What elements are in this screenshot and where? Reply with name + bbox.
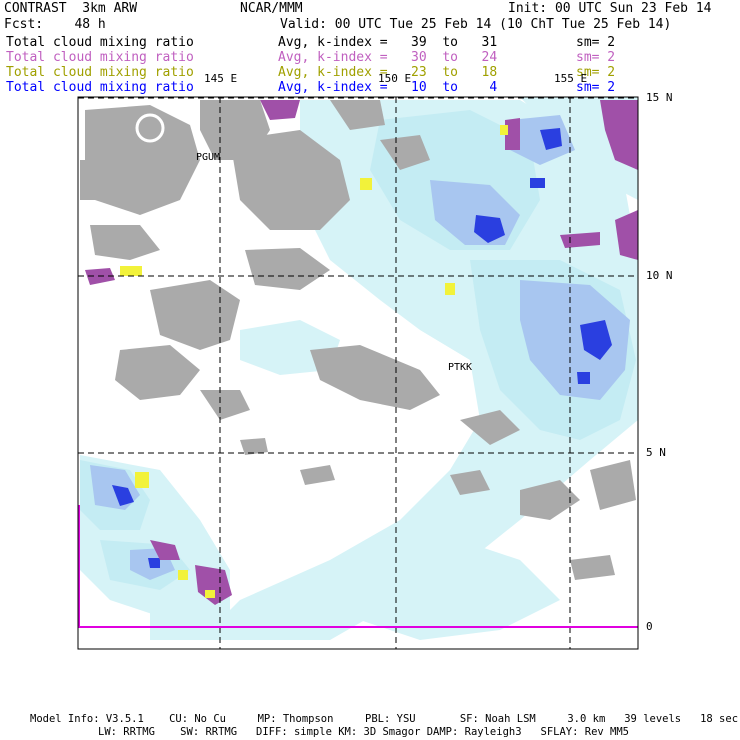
lat-label-5n: 5 N xyxy=(646,446,666,459)
model-info-line1: Model Info: V3.5.1 CU: No Cu MP: Thompso… xyxy=(30,713,739,725)
land-masses xyxy=(80,100,636,580)
model-info-line2: LW: RRTMG SW: RRTMG DIFF: simple KM: 3D … xyxy=(98,726,630,738)
model-title: CONTRAST 3km ARW xyxy=(4,1,138,16)
lat-label-0: 0 xyxy=(646,620,653,633)
station-ptkk: PTKK xyxy=(448,362,473,373)
legend-field-4: Total cloud mixing ratio xyxy=(6,80,194,95)
legend-sm-4: sm= 2 xyxy=(576,80,616,95)
legend-field-2: Total cloud mixing ratio xyxy=(6,50,194,65)
lon-label-155: 155 E xyxy=(554,72,588,85)
init-time: Init: 00 UTC Sun 23 Feb 14 xyxy=(508,1,712,16)
lon-label-145: 145 E xyxy=(204,72,238,85)
graticule xyxy=(78,97,638,649)
legend-range-3: Avg, k-index = 23 to 18 xyxy=(278,65,498,80)
lat-label-15n: 15 N xyxy=(646,91,673,104)
station-pgum: PGUM xyxy=(196,152,221,163)
legend-range-4: Avg, k-index = 10 to 4 xyxy=(278,80,498,95)
cloud-field-strong xyxy=(112,128,612,568)
legend-range-1: Avg, k-index = 39 to 31 xyxy=(278,35,498,50)
equator-line xyxy=(78,505,638,628)
cloud-field-yellow xyxy=(120,125,508,598)
map-frame xyxy=(77,96,639,650)
forecast-hour: Fcst: 48 h xyxy=(4,17,106,32)
legend-range-2: Avg, k-index = 30 to 24 xyxy=(278,50,498,65)
legend-sm-2: sm= 2 xyxy=(576,50,616,65)
lat-label-10n: 10 N xyxy=(646,269,673,282)
legend-sm-1: sm= 2 xyxy=(576,35,616,50)
valid-time: Valid: 00 UTC Tue 25 Feb 14 (10 ChT Tue … xyxy=(280,17,672,32)
legend-sm-3: sm= 2 xyxy=(576,65,616,80)
legend-field-1: Total cloud mixing ratio xyxy=(6,35,194,50)
lon-label-150: 150 E xyxy=(378,72,412,85)
org-label: NCAR/MMM xyxy=(240,1,303,16)
legend-field-3: Total cloud mixing ratio xyxy=(6,65,194,80)
